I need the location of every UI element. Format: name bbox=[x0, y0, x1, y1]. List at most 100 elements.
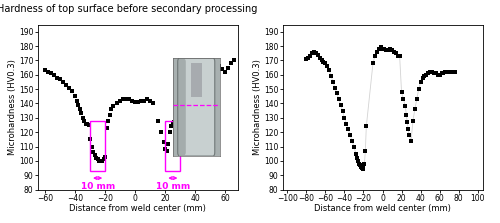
Point bbox=[414, 87, 422, 91]
Point bbox=[98, 159, 106, 163]
Point bbox=[116, 99, 124, 102]
Point bbox=[166, 130, 174, 134]
Point bbox=[144, 97, 152, 101]
Point bbox=[100, 158, 108, 161]
Point bbox=[426, 70, 434, 74]
Point bbox=[119, 97, 127, 101]
Point bbox=[65, 86, 73, 89]
Point bbox=[68, 89, 76, 92]
Point bbox=[314, 53, 322, 56]
Point bbox=[157, 130, 165, 134]
Text: 10 mm: 10 mm bbox=[80, 182, 115, 191]
Point bbox=[222, 70, 230, 74]
Point bbox=[59, 80, 67, 84]
X-axis label: Distance from weld center (mm): Distance from weld center (mm) bbox=[69, 204, 206, 213]
Point bbox=[404, 120, 411, 124]
Point bbox=[146, 99, 154, 102]
Point bbox=[398, 90, 406, 94]
Point bbox=[80, 119, 88, 122]
Point bbox=[362, 125, 370, 128]
Point bbox=[228, 62, 235, 65]
Point bbox=[312, 52, 320, 55]
Point bbox=[180, 90, 188, 94]
Point bbox=[388, 49, 396, 52]
Point bbox=[325, 69, 333, 72]
Point bbox=[224, 66, 232, 69]
Point bbox=[128, 99, 136, 102]
Point bbox=[358, 166, 366, 170]
Text: Hardness of top surface before secondary processing: Hardness of top surface before secondary… bbox=[0, 4, 258, 14]
Point bbox=[44, 70, 52, 74]
Point bbox=[88, 145, 96, 148]
Point bbox=[394, 54, 402, 58]
Point bbox=[420, 74, 428, 78]
Point bbox=[322, 62, 330, 65]
Point bbox=[413, 97, 421, 101]
Point bbox=[107, 107, 115, 111]
Point bbox=[212, 62, 220, 65]
Point bbox=[170, 120, 178, 124]
Point bbox=[113, 102, 121, 105]
Point bbox=[122, 97, 130, 101]
Point bbox=[442, 70, 450, 74]
Point bbox=[358, 166, 366, 170]
Point bbox=[172, 120, 180, 124]
Text: 10 mm: 10 mm bbox=[156, 182, 190, 191]
Point bbox=[187, 72, 195, 75]
Point bbox=[449, 70, 457, 74]
Point bbox=[178, 96, 186, 99]
Point bbox=[362, 149, 370, 153]
Bar bbox=[166, 121, 180, 171]
Point bbox=[192, 69, 200, 72]
Point bbox=[62, 83, 70, 87]
Bar bbox=[90, 121, 105, 171]
Point bbox=[102, 126, 110, 130]
Point bbox=[445, 70, 453, 74]
Point bbox=[316, 56, 324, 59]
Point bbox=[83, 122, 91, 125]
Point bbox=[94, 158, 102, 161]
Point bbox=[428, 70, 436, 74]
Point bbox=[310, 50, 318, 54]
Point bbox=[371, 54, 379, 58]
Point bbox=[77, 112, 85, 115]
Point bbox=[218, 67, 226, 71]
X-axis label: Distance from weld center (mm): Distance from weld center (mm) bbox=[314, 204, 451, 213]
Point bbox=[342, 122, 350, 125]
Point bbox=[182, 80, 190, 84]
Point bbox=[392, 52, 400, 55]
Point bbox=[402, 105, 409, 108]
Point bbox=[334, 97, 342, 101]
Point bbox=[407, 139, 415, 142]
Point bbox=[302, 57, 310, 61]
Point bbox=[74, 103, 82, 107]
Point bbox=[95, 159, 103, 163]
Point bbox=[138, 99, 145, 102]
Point bbox=[374, 47, 382, 51]
Point bbox=[154, 119, 162, 122]
Point bbox=[50, 73, 58, 76]
Point bbox=[190, 67, 198, 71]
Point bbox=[346, 133, 354, 137]
Point bbox=[405, 133, 413, 137]
Point bbox=[320, 60, 328, 64]
Point bbox=[176, 102, 184, 105]
Point bbox=[340, 116, 348, 120]
Point bbox=[82, 122, 90, 125]
Point bbox=[308, 52, 316, 55]
Point bbox=[131, 100, 139, 104]
Point bbox=[447, 70, 455, 74]
FancyBboxPatch shape bbox=[177, 59, 186, 155]
Point bbox=[162, 148, 170, 151]
Point bbox=[78, 116, 86, 120]
Point bbox=[360, 168, 368, 171]
Point bbox=[134, 100, 142, 104]
Bar bbox=[190, 63, 202, 97]
Point bbox=[386, 47, 394, 51]
Point bbox=[354, 162, 362, 165]
Point bbox=[376, 46, 384, 49]
Point bbox=[348, 139, 356, 142]
Point bbox=[356, 165, 364, 168]
Point bbox=[56, 77, 64, 81]
Point bbox=[369, 62, 377, 65]
